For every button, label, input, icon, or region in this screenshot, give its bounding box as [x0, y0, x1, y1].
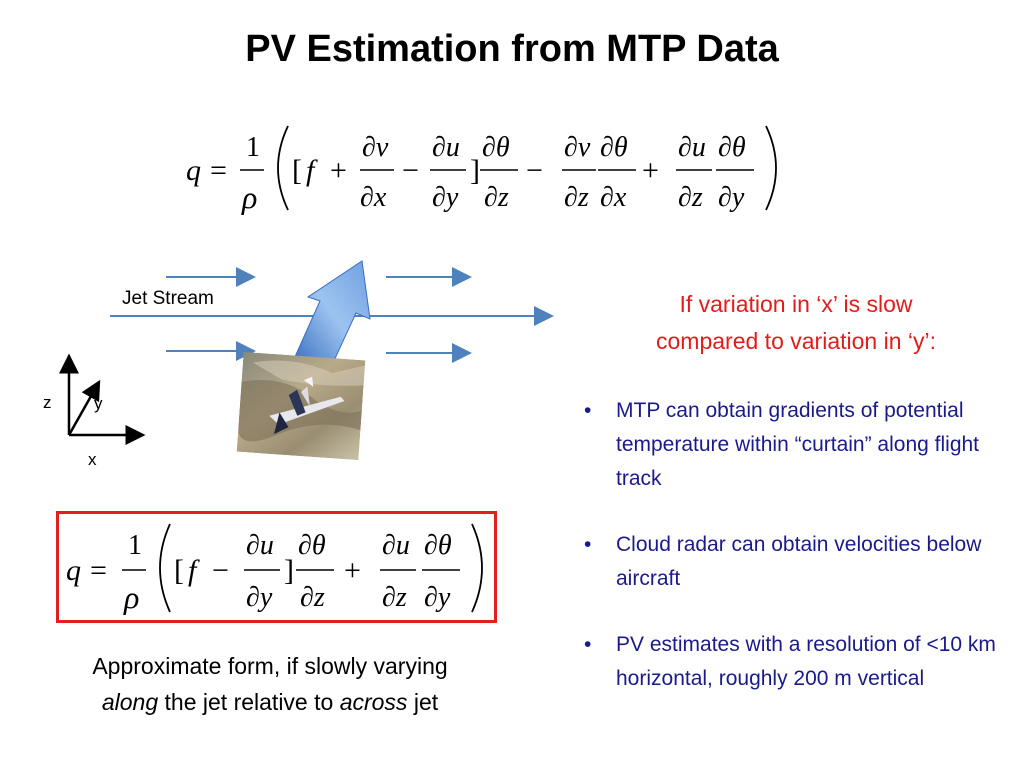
approx-dy-2: ∂y [424, 582, 451, 613]
eq-rho: ρ [241, 179, 257, 215]
eq-plus-1: + [330, 154, 347, 187]
jet-stream-diagram [110, 260, 554, 365]
eq-dz-1: ∂z [484, 182, 509, 213]
condition-line-2: compared to variation in ‘y’: [656, 328, 936, 354]
bullet-item: • Cloud radar can obtain velocities below… [580, 528, 1010, 596]
approx-minus: − [212, 554, 229, 587]
approx-caption: Approximate form, if slowly varying alon… [30, 648, 510, 720]
y-axis [67, 379, 101, 436]
coordinate-axes [59, 353, 146, 445]
bullet-item: • PV estimates with a resolution of <10 k… [580, 628, 1010, 696]
bullet-marker: • [584, 633, 592, 656]
caption-middle: the jet relative to [158, 689, 340, 715]
bullet-text: PV estimates with a resolution of <10 km… [616, 633, 996, 690]
approx-equation-box [56, 511, 497, 623]
bullet-marker: • [584, 533, 592, 556]
eq-dv-2: ∂v [564, 132, 591, 163]
eq-f: f [306, 154, 318, 187]
caption-line-1: Approximate form, if slowly varying [92, 653, 448, 679]
eq-dy-2: ∂y [718, 182, 745, 213]
approx-rbracket: ] [284, 554, 294, 587]
pv-equation-full: q = 1 ρ [ f + ∂v ∂x − ∂u ∂y ] ∂θ ∂z − ∂v… [186, 125, 777, 215]
flight-direction-arrow [293, 260, 371, 365]
eq-dtheta-3: ∂θ [718, 132, 746, 163]
approx-rho: ρ [123, 579, 139, 615]
eq-lbracket: [ [292, 154, 302, 187]
caption-along: along [101, 689, 159, 715]
jet-stream-label: Jet Stream [122, 288, 214, 309]
eq-dtheta-2: ∂θ [600, 132, 628, 163]
eq-rbracket: ] [470, 154, 480, 187]
eq-lhs-q: q [186, 154, 201, 187]
eq-dtheta-1: ∂θ [482, 132, 510, 163]
approx-equals: = [90, 554, 107, 587]
approx-lhs-q: q [66, 554, 81, 587]
eq-plus-2: + [642, 154, 659, 187]
caption-end: jet [407, 689, 439, 715]
eq-minus-2: − [526, 154, 543, 187]
eq-du-1: ∂u [432, 132, 460, 163]
pv-equation-approx: q = 1 ρ [ f − ∂u ∂y ] ∂θ ∂z + ∂u ∂z ∂θ ∂… [66, 523, 483, 615]
caption-line-2: along the jet relative to across jet [30, 684, 510, 720]
approx-f: f [188, 554, 200, 587]
slide-title: PV Estimation from MTP Data [245, 28, 779, 70]
condition-line-1: If variation in ‘x’ is slow [679, 291, 913, 317]
approx-du-1: ∂u [246, 530, 274, 561]
bullet-text: MTP can obtain gradients of potential te… [616, 399, 980, 490]
eq-du-2: ∂u [678, 132, 706, 163]
bullet-text: Cloud radar can obtain velocities below … [616, 533, 982, 590]
approx-lbracket: [ [174, 554, 184, 587]
axis-label-z: z [43, 393, 52, 412]
eq-equals: = [210, 154, 227, 187]
axis-label-x: x [88, 450, 97, 469]
approx-dz-2: ∂z [382, 582, 407, 613]
caption-across: across [339, 689, 408, 715]
eq-dy-1: ∂y [432, 182, 459, 213]
eq-minus-1: − [402, 154, 419, 187]
aircraft-photo [236, 351, 366, 461]
eq-dx-1: ∂x [360, 182, 387, 213]
approx-dy-1: ∂y [246, 582, 273, 613]
approx-dtheta-2: ∂θ [424, 530, 452, 561]
approx-dtheta-1: ∂θ [298, 530, 326, 561]
eq-dx-2: ∂x [600, 182, 627, 213]
bullet-item: • MTP can obtain gradients of potential t… [580, 394, 1010, 496]
eq-dv-1: ∂v [362, 132, 389, 163]
condition-text: If variation in ‘x’ is slow compared to … [596, 286, 996, 360]
bullet-list: • MTP can obtain gradients of potential t… [580, 394, 1010, 728]
axis-label-y: y [94, 394, 103, 413]
eq-dz-2: ∂z [564, 182, 589, 213]
approx-one: 1 [128, 530, 142, 561]
eq-one: 1 [246, 132, 260, 163]
bullet-marker: • [584, 399, 592, 422]
approx-plus: + [344, 554, 361, 587]
eq-dz-3: ∂z [678, 182, 703, 213]
approx-du-2: ∂u [382, 530, 410, 561]
approx-dz-1: ∂z [300, 582, 325, 613]
